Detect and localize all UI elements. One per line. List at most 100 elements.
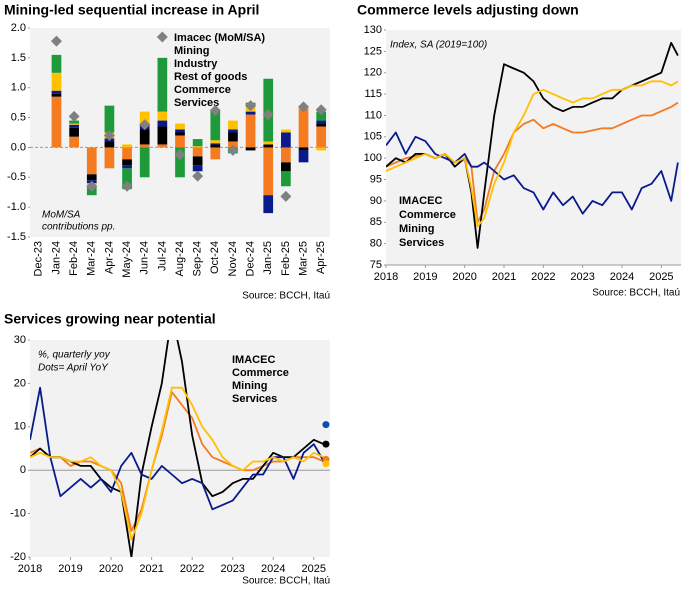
imacec-marker [156,31,168,43]
bar-segment [281,171,291,187]
x-tick-label: Jan-25 [262,241,274,275]
bar-segment [316,123,327,127]
bar-segment [157,126,168,145]
x-tick-label: Aug-24 [174,241,186,276]
x-tick-label: Apr-25 [315,241,327,274]
bar-segment [51,54,62,73]
legend-entry: Mining [174,45,209,57]
annotation: Dots= April YoY [38,363,109,374]
y-tick-label: 10 [14,421,26,433]
bar-segment [263,195,274,214]
x-tick-label: 2023 [220,563,244,575]
imacec-marker [298,101,310,113]
bar-segment [69,124,79,128]
x-tick-label: 2024 [261,563,285,575]
series-line [386,131,679,215]
bar-segment [104,105,115,133]
bar-segment [69,136,79,148]
bar-segment [210,110,221,141]
bar-segment [228,129,238,133]
bar-segment [86,174,97,181]
x-tick-label: Feb-25 [280,241,292,276]
bar-segment [104,147,115,169]
x-tick-label: Dec-24 [244,241,256,276]
bar-segment [192,146,203,148]
imacec-marker [103,129,115,141]
bar-segment [228,141,238,148]
x-tick-label: 2021 [492,271,516,283]
bar-segment [316,147,327,151]
bar-segment [192,139,203,147]
imacec-marker [245,100,257,112]
y-tick-label: 110 [364,109,382,121]
bar-segment [175,135,185,148]
bar-segment [316,111,327,121]
annotation: MoM/SA [42,210,81,221]
annotation: %, quarterly yoy [38,350,111,361]
bar-segment [175,132,185,136]
bar-segment [281,129,291,133]
series-line [30,340,325,557]
imacec-marker [209,104,221,116]
bar-segment [245,147,256,151]
bar-segment [86,147,97,175]
legend-entry: Rest of goods [174,71,247,83]
x-tick-label: 2021 [139,563,163,575]
bar-segment [122,159,132,166]
imacec-marker [315,104,327,116]
imacec-marker [280,190,292,202]
x-tick-label: 2020 [452,271,476,283]
imacec-marker [68,110,80,122]
y-tick-label: 105 [364,131,382,143]
chart-title: Mining-led sequential increase in April [4,2,259,18]
imacec-marker [262,109,274,121]
x-tick-label: Jan-24 [50,241,62,275]
x-tick-label: Dec-23 [33,241,45,276]
legend-entry: Commerce [232,367,289,379]
source: Source: BCCH, Itaú [242,576,330,587]
imacec-marker [86,180,98,192]
x-tick-label: 2020 [99,563,123,575]
x-tick-label: Apr-24 [103,241,115,274]
bar-segment [210,140,221,144]
x-tick-label: 2022 [180,563,204,575]
imacec-marker [227,144,239,156]
annotation: Index, SA (2019=100) [390,40,487,51]
bar-segment [175,123,185,130]
plot-area [386,30,681,265]
bar-segment [263,141,274,145]
bar-segment [245,111,256,115]
imacec-marker [192,170,204,182]
y-tick-label: 2.0 [11,22,26,34]
legend-entry: Services [232,393,277,405]
bar-segment [210,143,221,145]
x-tick-label: 2024 [610,271,634,283]
bar-segment [192,156,203,166]
series-line [386,80,679,228]
legend-entry: IMACEC [232,354,275,366]
legend-entry: Commerce [174,84,231,96]
bar-segment [157,144,168,148]
y-tick-label: 75 [370,259,382,271]
bar-segment [69,127,79,137]
lines [30,340,325,557]
bar-segment [139,111,150,124]
bar-segment [51,72,62,91]
x-tick-label: 2025 [302,563,326,575]
legend-entry: Services [399,237,444,249]
y-tick-label: 20 [14,377,26,389]
y-tick-label: 85 [370,216,382,228]
bar-segment [298,150,309,163]
x-tick-label: Jun-24 [139,241,151,275]
x-tick-label: 2018 [374,271,398,283]
x-tick-label: Oct-24 [209,241,221,274]
bar-segment [298,147,309,151]
y-tick-label: -10 [10,508,26,520]
x-tick-label: Sep-24 [192,241,204,276]
legend-entry: Services [174,97,219,109]
bar-segment [228,120,238,130]
y-tick-label: 100 [364,152,382,164]
x-tick-label: Mar-25 [297,241,309,276]
y-tick-label: -1.5 [7,231,26,243]
